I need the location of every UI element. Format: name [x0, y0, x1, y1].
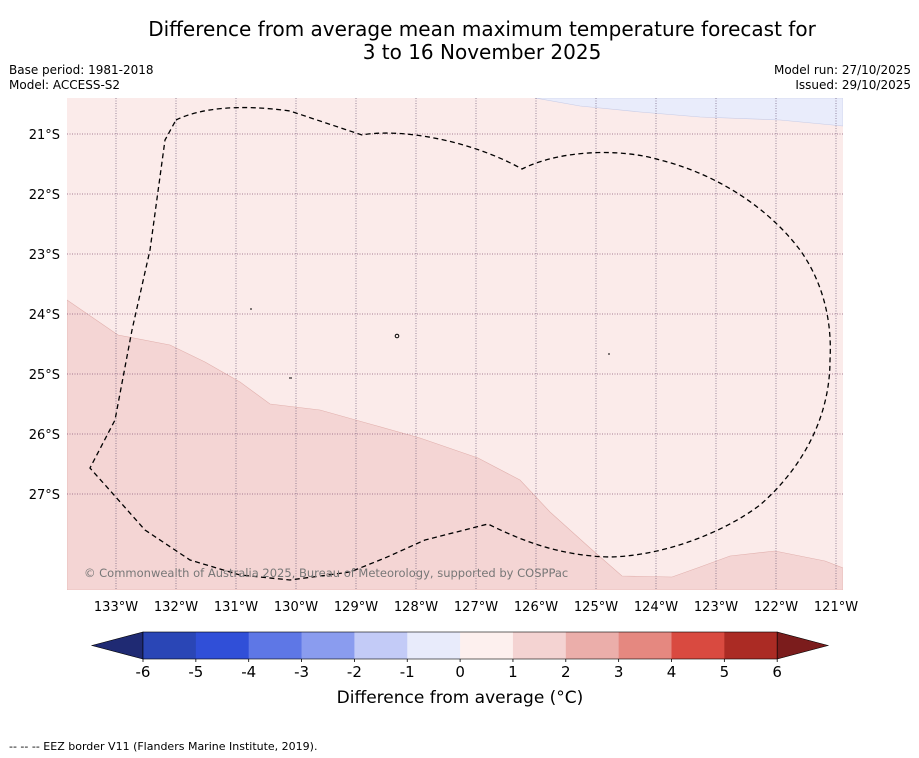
lon-label: 129°W [334, 600, 378, 615]
colorbar: -6 -5 -4 -3 -2 -1 0 1 2 3 4 5 6 [90, 631, 830, 681]
lon-label: 130°W [274, 600, 318, 615]
anomaly-band-neg1-0-northeast [534, 98, 843, 127]
colorbar-segment [248, 632, 303, 659]
anomaly-band-1-2-southwest [67, 299, 843, 590]
issued-text: Issued: 29/10/2025 [795, 78, 911, 92]
colorbar-extend-low [90, 631, 144, 660]
colorbar-tick-label: 4 [667, 663, 677, 681]
colorbar-extend-high [776, 631, 830, 660]
longitude-labels: 133°W 132°W 131°W 130°W 129°W 128°W 127°… [94, 600, 858, 615]
colorbar-label: Difference from average (°C) [336, 688, 584, 708]
latitude-labels: 21°S 22°S 23°S 24°S 25°S 26°S 27°S [29, 128, 60, 503]
colorbar-tick-label: -6 [136, 663, 151, 681]
base-period-text: Base period: 1981-2018 [9, 63, 154, 77]
lat-label: 23°S [29, 248, 60, 263]
lat-label: 26°S [29, 428, 60, 443]
colorbar-segment [407, 632, 461, 659]
model-run-text: Model run: 27/10/2025 [773, 63, 911, 77]
lon-label: 124°W [634, 600, 678, 615]
colorbar-segment [195, 632, 250, 659]
lat-label: 24°S [29, 308, 60, 323]
island-markers [250, 308, 610, 379]
map-area[interactable]: © Commonwealth of Australia 2025, Bureau… [67, 98, 843, 590]
lat-label: 22°S [29, 188, 60, 203]
colorbar-segment [671, 632, 725, 659]
colorbar-tick-label: 6 [772, 663, 782, 681]
colorbar-tick-label: 3 [614, 663, 624, 681]
lon-label: 126°W [514, 600, 558, 615]
meta-right: Model run: 27/10/2025 Issued: 29/10/2025 [774, 63, 911, 93]
lon-label: 132°W [154, 600, 198, 615]
colorbar-segment [301, 632, 355, 659]
lon-label: 125°W [574, 600, 618, 615]
lon-label: 127°W [454, 600, 498, 615]
copyright-text: © Commonwealth of Australia 2025, Bureau… [84, 566, 568, 580]
chart-title-line1: Difference from average mean maximum tem… [148, 17, 816, 41]
colorbar-segment [460, 632, 514, 659]
lon-label: 133°W [94, 600, 138, 615]
lon-label: 122°W [754, 600, 798, 615]
chart-title: Difference from average mean maximum tem… [0, 18, 919, 64]
eez-border-line [89, 106, 831, 581]
latitude-gridlines [67, 133, 843, 495]
chart-title-line2: 3 to 16 November 2025 [362, 40, 602, 64]
colorbar-tick-label: 5 [720, 663, 730, 681]
colorbar-tick-label: -3 [294, 663, 309, 681]
colorbar-segment [565, 632, 620, 659]
colorbar-segment [512, 632, 567, 659]
lon-label: 123°W [694, 600, 738, 615]
colorbar-tick-label: -1 [400, 663, 415, 681]
lat-label: 21°S [29, 128, 60, 143]
colorbar-tick-label: 0 [455, 663, 465, 681]
lon-label: 121°W [814, 600, 858, 615]
lat-label: 25°S [29, 368, 60, 383]
colorbar-tick-label: -5 [188, 663, 203, 681]
colorbar-tick-label: 1 [508, 663, 518, 681]
colorbar-tick-label: -4 [241, 663, 256, 681]
colorbar-segment [143, 632, 197, 659]
longitude-gridlines [115, 98, 837, 590]
lat-label: 27°S [29, 488, 60, 503]
colorbar-segment [354, 632, 408, 659]
colorbar-segment [618, 632, 672, 659]
colorbar-tick-label: 2 [561, 663, 571, 681]
meta-left: Base period: 1981-2018 Model: ACCESS-S2 [9, 63, 154, 93]
lon-label: 128°W [394, 600, 438, 615]
model-text: Model: ACCESS-S2 [9, 78, 121, 92]
map-figure: © Commonwealth of Australia 2025, Bureau… [29, 98, 858, 681]
colorbar-tick-label: -2 [347, 663, 362, 681]
lon-label: 131°W [214, 600, 258, 615]
colorbar-segment [724, 632, 778, 659]
footer-note: -- -- -- EEZ border V11 (Flanders Marine… [9, 740, 318, 753]
